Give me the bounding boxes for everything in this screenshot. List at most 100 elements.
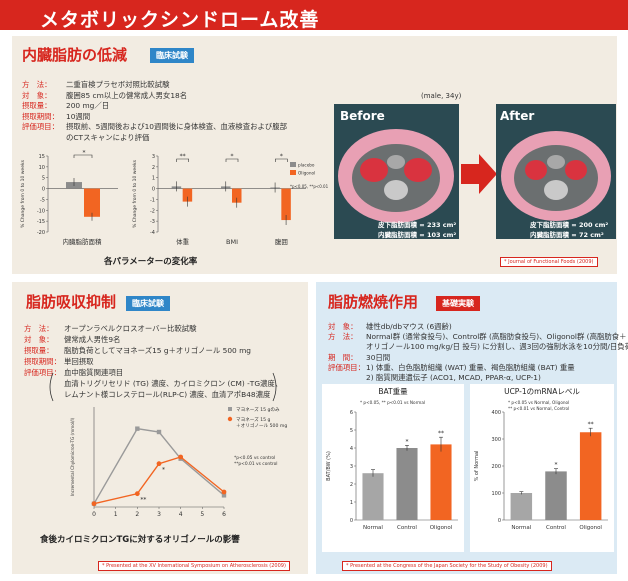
x-tick-label: 4 (179, 511, 183, 518)
study-detail-row: レムナント様コレステロール(RLP-C) 濃度、血清アポB48濃度 (24, 390, 270, 400)
study-detail-label: 方 法： (22, 80, 52, 89)
x-tick-label: 5 (200, 511, 204, 518)
basic-research-badge: 基礎実験 (436, 296, 480, 311)
sig-label: ** (588, 421, 594, 428)
study-detail-row: 対 象： 雄性db/dbマウス (6週齢) (328, 322, 452, 332)
y-tick-label: 0 (152, 187, 155, 193)
bar-oligonol (579, 432, 602, 520)
y-tick-label: 10 (39, 165, 45, 171)
x-category-label: Oligonol (579, 525, 602, 531)
study-detail-text: Normal群 (通常食投与)、Control群 (高脂肪食投与)、Oligon… (366, 332, 627, 342)
study-detail-row: 摂取期間： 10週間 (22, 112, 90, 122)
study-detail-text: 脂肪負荷としてマヨネーズ15 g＋オリゴノール 500 mg (64, 346, 251, 355)
y-tick-label: 1 (350, 500, 353, 506)
legend-label: マヨネーズ 15 gのみ (236, 406, 280, 413)
sig-label: ** (140, 497, 146, 504)
bar-normal (362, 473, 384, 520)
x-category-label: Normal (511, 525, 531, 531)
after-visceral-area: 内臓脂肪面積 = 72 cm² (530, 231, 604, 239)
y-tick-label: -15 (37, 219, 45, 225)
before-label: Before (340, 109, 385, 123)
sig-label: * (162, 467, 165, 474)
study-detail-label: 評価項目： (24, 368, 61, 377)
study-detail-text: 1) 体重、白色脂肪組織 (WAT) 重量、褐色脂肪組織 (BAT) 重量 (366, 362, 575, 372)
y-tick-label: -20 (37, 230, 45, 236)
section-fat-absorption: 脂肪吸収抑制 臨床試験 方 法： オープンラベルクロスオーバー比較試験対 象： 健常… (12, 282, 308, 574)
legend-label: placebo (298, 163, 315, 168)
study-detail-text: 血清トリグリセリド (TG) 濃度、カイロミクロン (CM) -TG濃度、 (64, 379, 283, 388)
study-detail-text: 健常成人男性9名 (64, 335, 121, 344)
sig-bracket (73, 154, 93, 158)
y-tick-label: 3 (350, 464, 353, 470)
y-tick-label: 5 (350, 428, 353, 434)
after-label: After (500, 109, 535, 123)
study-detail-text: 血中脂質関連項目 (64, 368, 124, 377)
x-category-label: 体重 (176, 237, 190, 246)
x-category-label: BMI (226, 238, 238, 246)
bar-normal (510, 493, 533, 520)
x-tick-label: 1 (114, 511, 118, 518)
x-category-label: Normal (363, 525, 383, 531)
y-tick-label: 2 (152, 165, 155, 171)
study-detail-row: オリゴノール100 mg/kg/日 投与) に分割し、週3回の強制水泳を10分間… (328, 342, 628, 352)
legend-swatch (290, 170, 296, 175)
clinical-trial-badge: 臨床試験 (126, 296, 170, 311)
y-tick-label: 0 (498, 518, 501, 524)
data-point (221, 489, 227, 495)
chart-caption: 食後カイロミクロンTGに対するオリゴノールの影響 (40, 535, 240, 545)
y-tick-label: 0 (350, 518, 353, 524)
sig-label: ** (438, 430, 444, 437)
sig-label: * (280, 153, 283, 160)
section-visceral-fat: 内臓脂肪の低減 臨床試験 方 法： 二重盲検プラセボ対照比較試験対 象： 腹囲85 … (12, 36, 617, 274)
data-point (156, 461, 162, 467)
study-detail-text: 200 mg／日 (66, 101, 110, 110)
study-detail-label: 摂取量： (22, 101, 52, 110)
y-tick-label: -4 (150, 230, 155, 236)
study-detail-text: 二重盲検プラセボ対照比較試験 (66, 80, 170, 89)
study-detail-label: 摂取期間： (22, 111, 59, 121)
x-category-label: 内臓脂肪面積 (63, 237, 103, 246)
sig-bracket (275, 158, 288, 162)
chart-caption: 各パラメーターの変化率 (104, 257, 198, 267)
study-detail-row: 評価項目： 摂取前、5週間後および10週間後に身体検査、血液検査および腹部 (22, 122, 287, 132)
y-tick-label: 4 (350, 446, 353, 452)
study-detail-row: 摂取期間： 単回摂取 (24, 357, 94, 367)
sig-label: ** (180, 153, 186, 160)
study-detail-text: 10週間 (66, 111, 91, 121)
study-detail-label: 方 法： (328, 332, 358, 342)
y-tick-label: 6 (350, 410, 353, 416)
data-point (135, 426, 140, 431)
clinical-trial-badge: 臨床試験 (150, 48, 194, 63)
y-tick-label: -3 (150, 219, 155, 225)
study-detail-row: 摂取量： 200 mg／日 (22, 101, 109, 111)
study-detail-row: 方 法： Normal群 (通常食投与)、Control群 (高脂肪食投与)、Ol… (328, 332, 627, 342)
study-detail-row: 対 象： 健常成人男性9名 (24, 335, 120, 345)
page-title: メタボリックシンドローム改善 (40, 9, 320, 31)
x-tick-label: 6 (222, 511, 226, 518)
sig-bracket (225, 158, 239, 162)
bracket-right-icon (272, 372, 277, 402)
section-title: 脂肪燃焼作用 (328, 293, 419, 311)
significance-note: *p<0.05, **p<0.01 (290, 184, 329, 189)
sig-bracket (176, 158, 189, 162)
y-axis-label: BAT/BW (%) (326, 451, 332, 481)
ct-scan-after: After 皮下脂肪面積 = 200 cm² 内臓脂肪面積 = 72 cm² (496, 104, 616, 239)
study-detail-row: 摂取量： 脂肪負荷としてマヨネーズ15 g＋オリゴノール 500 mg (24, 346, 251, 356)
y-tick-label: -2 (150, 208, 155, 214)
bar-oligonol (182, 188, 193, 202)
study-detail-row: 血清トリグリセリド (TG) 濃度、カイロミクロン (CM) -TG濃度、 (24, 379, 282, 389)
bar-oligonol (84, 188, 100, 217)
bar-control (545, 471, 567, 520)
bar-oligonol (281, 188, 291, 221)
data-point (178, 454, 184, 460)
ct-scan-before: Before 皮下脂肪面積 = 233 cm² 内臓脂肪面積 = 103 cm² (334, 104, 459, 239)
data-point (221, 493, 227, 498)
sig-label: * (83, 150, 86, 157)
x-category-label: Control (397, 525, 417, 531)
x-category-label: Oligonol (430, 525, 453, 531)
study-detail-text: 30日間 (366, 352, 391, 362)
significance-note: * p<0.05 vs Normal, Oligonol (508, 400, 569, 405)
y-tick-label: -5 (40, 197, 45, 203)
study-detail-label: 摂取期間： (24, 357, 61, 366)
significance-note: ** p<0.01 vs Normal, Control (508, 406, 569, 411)
